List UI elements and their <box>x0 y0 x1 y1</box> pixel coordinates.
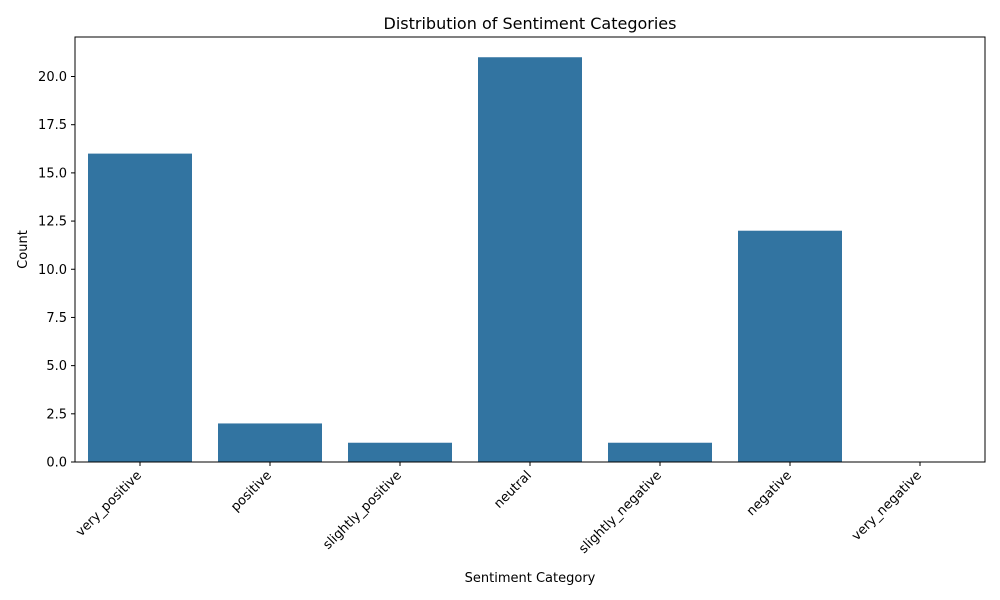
bars-group <box>88 57 842 463</box>
bar-neutral <box>478 57 582 463</box>
y-tick-label: 0.0 <box>46 456 67 471</box>
bar-very-positive <box>88 153 192 463</box>
y-tick-label: 17.5 <box>38 118 67 133</box>
y-tick-label: 20.0 <box>38 70 67 85</box>
y-axis: 0.0 2.5 5.0 7.5 10.0 12.5 15.0 17.5 20.0 <box>38 70 75 471</box>
bar-slightly-positive <box>348 442 452 462</box>
x-tick-label: very_negative <box>849 468 925 544</box>
y-tick-label: 15.0 <box>38 166 67 181</box>
x-axis-label: Sentiment Category <box>465 571 596 586</box>
y-tick-label: 10.0 <box>38 263 67 278</box>
y-tick-label: 12.5 <box>38 215 67 230</box>
y-axis-label: Count <box>16 230 31 269</box>
bar-positive <box>218 423 322 462</box>
x-tick-label: slightly_positive <box>320 468 404 552</box>
x-tick-label: positive <box>228 468 275 515</box>
bar-slightly-negative <box>608 442 712 462</box>
y-tick-label: 7.5 <box>46 311 67 326</box>
x-tick-label: slightly_negative <box>576 468 665 557</box>
y-tick-label: 5.0 <box>46 359 67 374</box>
plot-frame <box>74 36 986 463</box>
y-tick-label: 2.5 <box>46 407 67 422</box>
x-tick-label: neutral <box>491 468 534 511</box>
bar-negative <box>738 230 842 462</box>
chart-title: Distribution of Sentiment Categories <box>384 14 677 33</box>
x-tick-label: very_positive <box>73 468 145 540</box>
x-axis: very_positive positive slightly_positive ne… <box>73 462 925 557</box>
x-tick-label: negative <box>744 468 795 519</box>
